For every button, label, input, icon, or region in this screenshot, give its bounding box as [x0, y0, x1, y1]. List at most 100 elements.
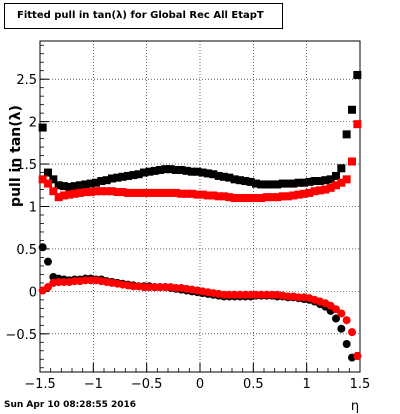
- red-circle-point: [332, 305, 340, 314]
- black-square-point: [156, 166, 164, 175]
- red-square-point: [220, 192, 228, 201]
- black-square-point: [278, 179, 287, 188]
- red-square-point: [97, 187, 106, 196]
- black-square-point: [246, 177, 255, 186]
- red-square-point: [113, 188, 122, 197]
- red-square-point: [54, 193, 63, 202]
- red-square-point: [342, 175, 351, 184]
- red-square-point: [81, 188, 90, 197]
- red-square-point: [246, 194, 255, 203]
- black-square-point: [332, 171, 340, 180]
- black-square-point: [268, 180, 276, 189]
- red-square-point: [177, 189, 186, 198]
- red-square-point: [230, 194, 239, 203]
- red-square-point: [321, 185, 330, 194]
- red-square-point: [65, 190, 74, 199]
- black-square-point: [294, 178, 303, 187]
- black-square-point: [321, 176, 330, 185]
- red-square-point: [70, 189, 79, 198]
- red-square-point: [86, 188, 95, 197]
- black-square-point: [300, 178, 308, 187]
- red-square-point: [310, 187, 319, 196]
- red-square-point: [38, 175, 47, 184]
- red-square-point: [60, 191, 68, 200]
- y-tick-label: 0: [29, 285, 37, 300]
- red-square-point: [353, 120, 362, 129]
- black-square-point: [134, 170, 143, 179]
- y-tick-label: 2.5: [16, 73, 37, 88]
- red-square-point: [134, 188, 143, 197]
- black-square-point: [262, 180, 271, 189]
- black-square-point: [236, 176, 244, 185]
- red-square-point: [92, 187, 100, 196]
- y-tick-label: 1.5: [16, 158, 37, 173]
- data-points: [38, 70, 362, 362]
- black-circle-point: [337, 324, 346, 333]
- red-square-point: [198, 190, 207, 199]
- black-circle-point: [44, 257, 52, 266]
- black-square-point: [124, 171, 132, 180]
- red-square-point: [214, 192, 223, 201]
- red-square-point: [118, 188, 127, 197]
- black-square-point: [230, 175, 239, 184]
- red-square-point: [236, 194, 244, 203]
- black-square-point: [214, 171, 223, 180]
- black-square-point: [92, 178, 100, 187]
- x-tick-label: −1.5: [24, 377, 56, 392]
- red-square-point: [337, 178, 346, 187]
- black-square-point: [273, 180, 282, 189]
- black-circle-point: [38, 243, 47, 252]
- black-square-point: [305, 177, 314, 186]
- red-circle-point: [337, 309, 346, 318]
- black-square-point: [70, 182, 79, 191]
- red-square-point: [76, 188, 84, 197]
- black-square-point: [284, 179, 292, 188]
- red-square-point: [161, 188, 170, 197]
- red-square-point: [188, 189, 196, 198]
- red-square-point: [193, 190, 202, 199]
- black-square-point: [353, 70, 362, 79]
- black-square-point: [342, 130, 351, 139]
- x-tick-label: −0.5: [131, 377, 163, 392]
- black-square-point: [86, 179, 95, 188]
- x-tick-label: 1: [303, 377, 311, 392]
- black-square-point: [65, 182, 74, 191]
- red-square-point: [124, 188, 132, 197]
- red-square-point: [145, 188, 154, 197]
- black-square-point: [140, 168, 148, 177]
- red-circle-point: [353, 351, 362, 360]
- black-square-point: [225, 173, 234, 182]
- red-square-point: [166, 188, 175, 197]
- black-square-point: [76, 181, 84, 190]
- black-square-point: [177, 166, 186, 175]
- black-square-point: [348, 105, 356, 114]
- black-square-point: [198, 168, 207, 177]
- black-square-point: [188, 167, 196, 176]
- red-square-point: [305, 188, 314, 197]
- black-square-point: [108, 174, 116, 183]
- black-square-point: [337, 164, 346, 173]
- red-circle-point: [348, 328, 356, 337]
- red-square-point: [262, 193, 271, 202]
- timestamp-footer: Sun Apr 10 08:28:55 2016: [4, 400, 137, 410]
- red-square-point: [273, 193, 282, 202]
- red-circle-point: [44, 283, 52, 292]
- black-square-point: [289, 179, 298, 188]
- black-square-point: [172, 166, 180, 175]
- red-square-point: [209, 191, 218, 200]
- black-square-point: [326, 175, 335, 184]
- red-square-point: [140, 188, 148, 197]
- black-square-point: [38, 123, 47, 132]
- red-square-point: [172, 188, 180, 197]
- black-square-point: [81, 180, 90, 189]
- x-tick-label: 0.5: [243, 377, 264, 392]
- black-square-point: [166, 165, 175, 174]
- black-square-point: [113, 173, 122, 182]
- black-square-point: [102, 176, 111, 185]
- black-square-point: [252, 179, 260, 188]
- red-square-point: [300, 189, 308, 198]
- x-tick-label: 1.5: [350, 377, 371, 392]
- red-square-point: [294, 190, 303, 199]
- red-square-point: [252, 194, 260, 203]
